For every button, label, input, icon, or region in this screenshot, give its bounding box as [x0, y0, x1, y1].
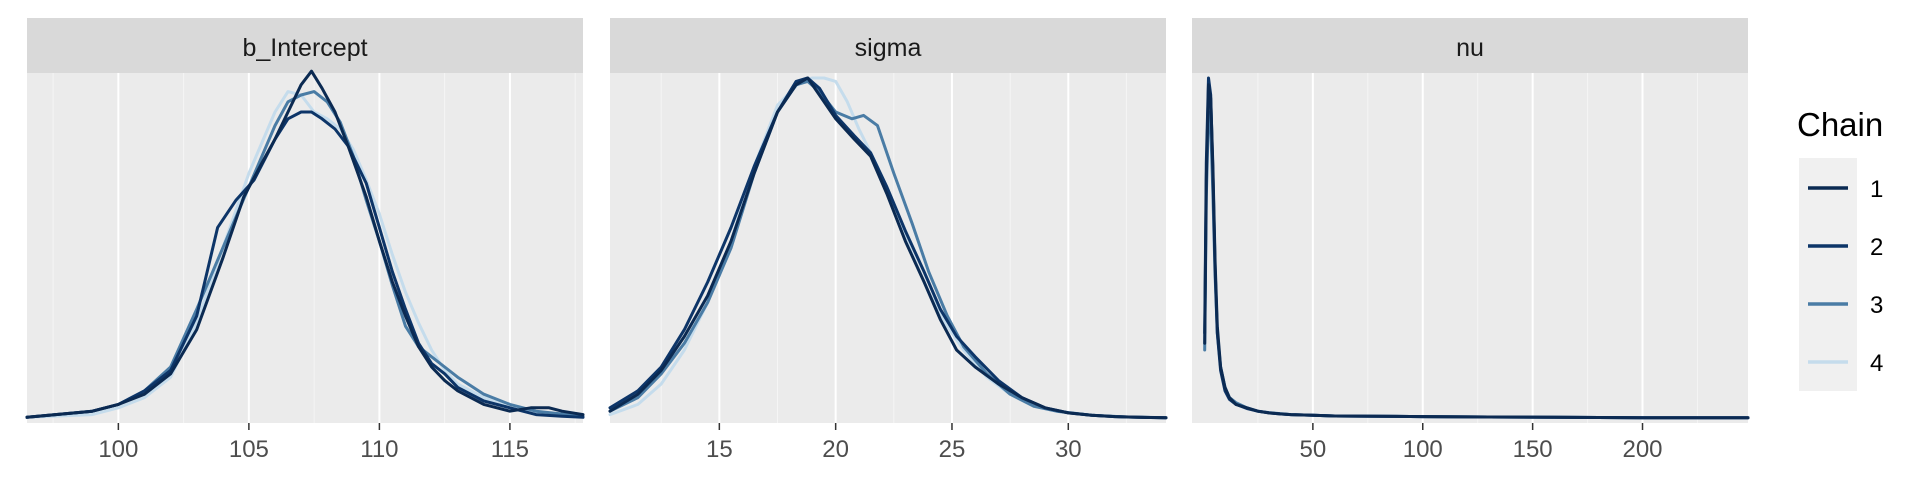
- plot-area: [27, 73, 583, 423]
- x-tick-label: 25: [939, 436, 966, 463]
- density-curve-chain-1: [608, 76, 1168, 420]
- legend-label: 1: [1870, 176, 1883, 203]
- legend-label: 4: [1870, 350, 1883, 377]
- facet-panel-sigma: sigma 15 20 25 30: [608, 18, 1168, 463]
- x-tick-label: 30: [1055, 436, 1082, 463]
- x-tick-label: 105: [229, 436, 269, 463]
- x-tick-label: 110: [360, 436, 398, 463]
- legend-title: Chain: [1797, 106, 1883, 143]
- legend: Chain 1 2 3 4: [1797, 106, 1883, 391]
- x-tick-label: 150: [1513, 436, 1553, 463]
- x-tick-label: 50: [1300, 436, 1327, 463]
- density-curve-chain-2: [25, 110, 585, 419]
- strip-sigma: [610, 18, 1166, 73]
- strip-label: nu: [1456, 34, 1484, 62]
- plot-area: [610, 73, 1166, 423]
- legend-key-background: [1799, 158, 1857, 391]
- legend-label: 2: [1870, 234, 1883, 261]
- strip-nu: [1192, 18, 1748, 73]
- x-tick-label: 100: [1403, 436, 1443, 463]
- x-tick-label: 100: [98, 436, 138, 463]
- facet-panel-nu: nu 50 100 150 200: [1192, 18, 1750, 463]
- x-tick-label: 15: [706, 436, 733, 463]
- x-tick-label: 115: [491, 436, 529, 463]
- density-curve-chain-1: [1203, 83, 1750, 420]
- strip-b-intercept: [27, 18, 583, 73]
- facet-panel-b-intercept: b_Intercept 100 105 110 115: [25, 18, 585, 463]
- density-curve-chain-3: [608, 79, 1168, 420]
- strip-label: b_Intercept: [242, 34, 367, 62]
- strip-label: sigma: [855, 34, 922, 62]
- x-tick-label: 20: [822, 436, 849, 463]
- x-tick-label: 200: [1622, 436, 1662, 463]
- plot-area: [1192, 73, 1748, 423]
- legend-label: 3: [1870, 292, 1883, 319]
- density-curve-chain-1: [25, 69, 585, 419]
